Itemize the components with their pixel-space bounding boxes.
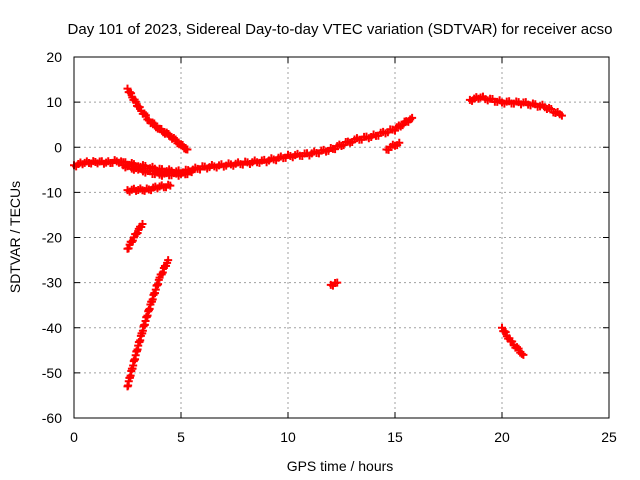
data-point — [508, 337, 517, 346]
x-tick-label: 25 — [601, 429, 617, 445]
y-tick-label: 20 — [46, 49, 62, 65]
x-tick-label: 20 — [494, 429, 510, 445]
data-point — [512, 343, 521, 352]
y-tick-label: -60 — [42, 410, 62, 426]
series-falling-arc — [123, 84, 192, 154]
data-point — [138, 219, 147, 228]
series-steep-rise — [123, 256, 173, 391]
data-layer — [70, 84, 566, 391]
series-mid-band — [123, 180, 175, 196]
x-tick-label: 10 — [280, 429, 296, 445]
y-axis-label: SDTVAR / TECUs — [7, 181, 23, 293]
data-point — [501, 328, 510, 337]
y-tick-label: -10 — [42, 184, 62, 200]
series-short-rise-2 — [382, 138, 404, 154]
chart-title: Day 101 of 2023, Sidereal Day-to-day VTE… — [68, 21, 613, 38]
data-point — [164, 256, 173, 265]
grid-lines — [74, 57, 609, 418]
series-late-arc — [465, 92, 566, 120]
data-point — [333, 278, 342, 287]
series-short-drop-1 — [123, 219, 147, 253]
data-point — [124, 244, 133, 253]
y-tick-label: -40 — [42, 320, 62, 336]
x-tick-label: 0 — [70, 429, 78, 445]
data-point — [127, 89, 136, 98]
data-point — [166, 181, 175, 190]
data-point — [187, 168, 196, 177]
data-point — [133, 229, 142, 238]
y-tick-label: -20 — [42, 230, 62, 246]
data-point — [557, 111, 566, 120]
series-dip-arc — [119, 161, 196, 180]
data-point — [131, 97, 140, 106]
series-small-cluster — [326, 278, 342, 290]
y-tick-label: 10 — [46, 94, 62, 110]
data-point — [514, 344, 523, 353]
data-point — [408, 113, 417, 122]
x-tick-label: 5 — [177, 429, 185, 445]
data-point — [132, 230, 141, 239]
y-tick-label: 0 — [54, 139, 62, 155]
data-point — [183, 145, 192, 154]
y-tick-label: -30 — [42, 275, 62, 291]
data-point — [135, 103, 144, 112]
y-tick-label: -50 — [42, 365, 62, 381]
data-point — [125, 88, 134, 97]
series-main-band — [70, 113, 417, 178]
series-late-drop — [498, 323, 528, 359]
x-tick-label: 15 — [387, 429, 403, 445]
data-point — [127, 238, 136, 247]
data-point — [395, 138, 404, 147]
x-axis-label: GPS time / hours — [287, 458, 394, 474]
data-point — [141, 111, 150, 120]
data-point — [519, 350, 528, 359]
ticks: 0 5 10 15 20 25 -60 -50 -40 -30 -20 -10 0 10 20 — [42, 49, 617, 445]
data-point — [158, 268, 167, 277]
